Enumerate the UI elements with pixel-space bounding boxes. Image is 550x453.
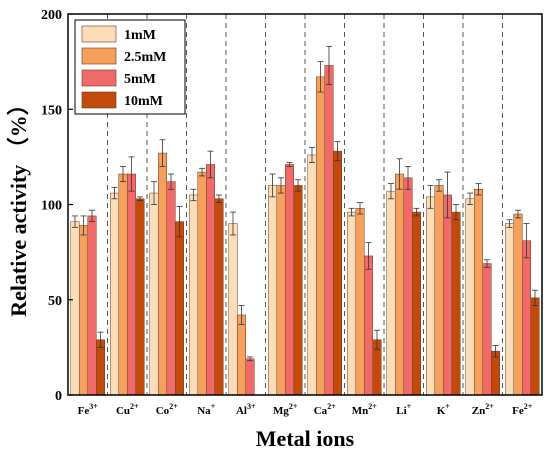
bar-2_5mm bbox=[513, 213, 523, 396]
legend-swatch bbox=[81, 47, 117, 65]
y-tick-label: 100 bbox=[41, 199, 62, 214]
legend-label: 1mM bbox=[124, 28, 156, 43]
bar-10mm bbox=[96, 339, 105, 396]
bars-layer bbox=[70, 65, 540, 396]
bar-2_5mm bbox=[316, 76, 325, 396]
bar-10mm bbox=[412, 211, 421, 396]
bar-2_5mm bbox=[474, 189, 483, 396]
error-bars-layer bbox=[72, 45, 538, 362]
bar-5mm bbox=[127, 173, 136, 396]
bar-2_5mm bbox=[118, 173, 128, 396]
x-tick-label: Mg2+ bbox=[273, 402, 298, 417]
bar-1mm bbox=[110, 192, 119, 396]
bar-10mm bbox=[175, 221, 184, 396]
bar-2_5mm bbox=[395, 173, 404, 396]
x-tick-label: Co2+ bbox=[156, 402, 178, 417]
bar-10mm bbox=[135, 198, 145, 396]
bar-1mm bbox=[386, 190, 396, 396]
bar-5mm bbox=[87, 215, 97, 396]
bar-5mm bbox=[522, 240, 531, 396]
bar-1mm bbox=[70, 221, 80, 396]
y-axis-ticks: 0 50 100 150 200 bbox=[41, 8, 73, 404]
x-tick-label: Mn2+ bbox=[352, 402, 378, 417]
x-tick-label: K+ bbox=[437, 402, 451, 417]
bar-5mm bbox=[206, 164, 215, 396]
bar-5mm bbox=[245, 358, 255, 396]
x-axis-title: Metal ions bbox=[256, 426, 355, 451]
bar-1mm bbox=[426, 196, 435, 396]
x-tick-label: Na+ bbox=[197, 402, 215, 417]
legend-swatch bbox=[81, 91, 117, 109]
bar-1mm bbox=[505, 223, 514, 396]
bar-5mm bbox=[403, 177, 413, 396]
legend: 1mM 2.5mM 5mM 10mM bbox=[74, 19, 186, 115]
y-axis-title-main: Relative activity bbox=[6, 165, 31, 317]
bar-5mm bbox=[324, 65, 334, 396]
legend-swatch bbox=[81, 69, 117, 87]
bar-5mm bbox=[482, 263, 492, 396]
bar-5mm bbox=[443, 194, 452, 396]
x-axis-ticks: Fe3+ Cu2+ Co2+ Na+ Al3+ Mg2+ Ca2+ Mn2+ Li+ K+ Zn2+… bbox=[78, 402, 533, 417]
x-tick-label: Li+ bbox=[396, 402, 411, 417]
x-tick-label: Cu2+ bbox=[116, 402, 139, 417]
y-axis-title-unit: （%） bbox=[6, 93, 31, 159]
bar-2_5mm bbox=[79, 225, 88, 396]
x-tick-label: Fe3+ bbox=[78, 402, 99, 417]
bar-2_5mm bbox=[276, 185, 286, 396]
x-tick-label: Zn2+ bbox=[472, 402, 494, 417]
bar-1mm bbox=[347, 211, 356, 396]
legend-label: 5mM bbox=[124, 72, 156, 87]
bar-10mm bbox=[530, 297, 540, 396]
legend-label: 2.5mM bbox=[124, 50, 166, 65]
y-tick-label: 0 bbox=[55, 389, 62, 404]
bar-10mm bbox=[491, 350, 500, 396]
bar-1mm bbox=[228, 223, 238, 396]
bar-10mm bbox=[333, 150, 342, 396]
bar-1mm bbox=[149, 192, 159, 396]
bar-2_5mm bbox=[237, 314, 246, 396]
y-tick-label: 150 bbox=[41, 103, 62, 118]
bar-1mm bbox=[307, 154, 317, 396]
x-tick-label: Al3+ bbox=[236, 402, 256, 417]
bar-1mm bbox=[268, 185, 277, 396]
y-tick-label: 200 bbox=[41, 8, 62, 23]
y-tick-label: 50 bbox=[48, 294, 62, 309]
x-tick-label: Fe2+ bbox=[512, 402, 533, 417]
bar-1mm bbox=[189, 194, 198, 396]
y-axis-title: Relative activity （%） bbox=[6, 93, 31, 317]
bar-2_5mm bbox=[434, 185, 444, 396]
bar-1mm bbox=[465, 198, 475, 396]
bar-2_5mm bbox=[197, 171, 207, 396]
bar-2_5mm bbox=[355, 208, 365, 396]
legend-label: 10mM bbox=[124, 94, 163, 109]
bar-2_5mm bbox=[158, 152, 167, 396]
bar-10mm bbox=[293, 185, 303, 396]
bar-5mm bbox=[285, 164, 294, 396]
legend-swatch bbox=[81, 25, 117, 43]
x-tick-label: Ca2+ bbox=[314, 402, 336, 417]
bar-10mm bbox=[451, 211, 461, 396]
bar-10mm bbox=[214, 198, 224, 396]
bar-5mm bbox=[364, 255, 373, 396]
bar-5mm bbox=[166, 181, 176, 396]
